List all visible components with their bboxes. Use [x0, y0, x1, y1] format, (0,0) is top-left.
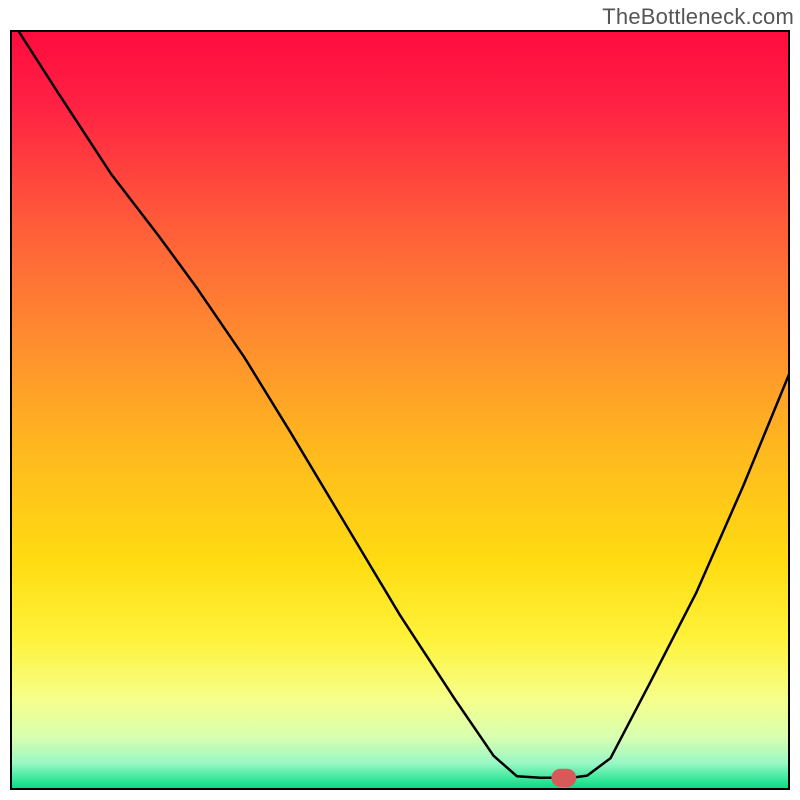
chart-background [10, 30, 790, 790]
watermark-text: TheBottleneck.com [602, 4, 794, 30]
bottleneck-chart [10, 30, 790, 790]
optimal-marker [551, 769, 576, 787]
chart-container [10, 30, 790, 790]
